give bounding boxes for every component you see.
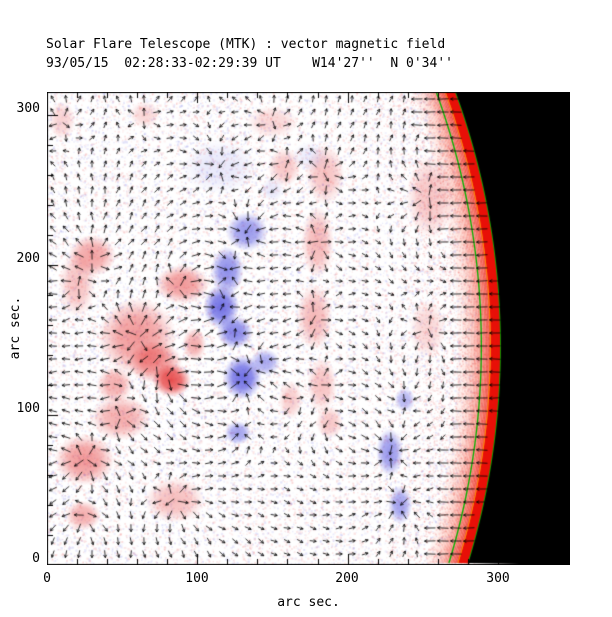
x-tick-0: 0	[43, 571, 51, 586]
plot-area	[47, 92, 570, 565]
chart-subtitle: 93/05/15 02:28:33-02:29:39 UT W14'27'' N…	[46, 56, 453, 71]
y-axis-label: arc sec.	[8, 296, 23, 360]
y-tick-0: 0	[32, 551, 40, 566]
magnetogram-canvas	[47, 92, 570, 565]
x-tick-200: 200	[335, 571, 359, 586]
chart-title: Solar Flare Telescope (MTK) : vector mag…	[46, 37, 446, 52]
y-tick-200: 200	[16, 251, 40, 266]
y-tick-300: 300	[16, 101, 40, 116]
x-tick-300: 300	[486, 571, 510, 586]
y-tick-100: 100	[16, 401, 40, 416]
x-axis-label: arc sec.	[277, 595, 340, 610]
x-tick-100: 100	[185, 571, 209, 586]
